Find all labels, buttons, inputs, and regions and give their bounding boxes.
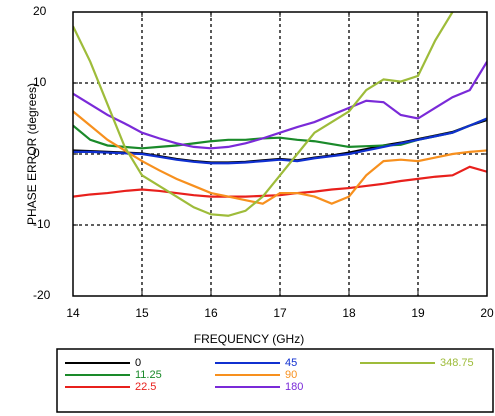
plot-lines — [73, 12, 487, 217]
plot-frame — [72, 11, 488, 297]
x-tick-label: 14 — [66, 306, 80, 320]
x-tick-label: 20 — [480, 306, 494, 320]
x-tick-label: 16 — [204, 306, 218, 320]
series-line — [73, 12, 454, 217]
x-tick-label: 19 — [411, 306, 425, 320]
legend-label: 90 — [285, 369, 297, 381]
legend-label: 180 — [285, 381, 303, 393]
x-axis-label: FREQUENCY (GHz) — [194, 332, 304, 346]
y-tick-label: 0 — [33, 146, 40, 160]
x-tick-label: 18 — [342, 306, 356, 320]
series-line — [73, 165, 487, 198]
series-line — [73, 110, 487, 205]
y-tick-label: -20 — [33, 288, 51, 302]
y-tick-label: 10 — [33, 75, 47, 89]
x-tick-label: 17 — [273, 306, 287, 320]
legend-label: 348.75 — [440, 357, 474, 369]
series-line — [73, 61, 487, 150]
y-tick-label: 20 — [33, 4, 47, 18]
x-tick-label: 15 — [135, 306, 149, 320]
legend-box — [56, 348, 494, 413]
y-axis-label: PHASE ERROR (degrees) — [25, 83, 39, 225]
legend-label: 22.5 — [135, 381, 156, 393]
legend-label: 45 — [285, 357, 297, 369]
y-tick-label: -10 — [33, 217, 51, 231]
legend-label: 0 — [135, 357, 141, 369]
legend-label: 11.25 — [135, 369, 162, 381]
series-line — [73, 117, 487, 165]
